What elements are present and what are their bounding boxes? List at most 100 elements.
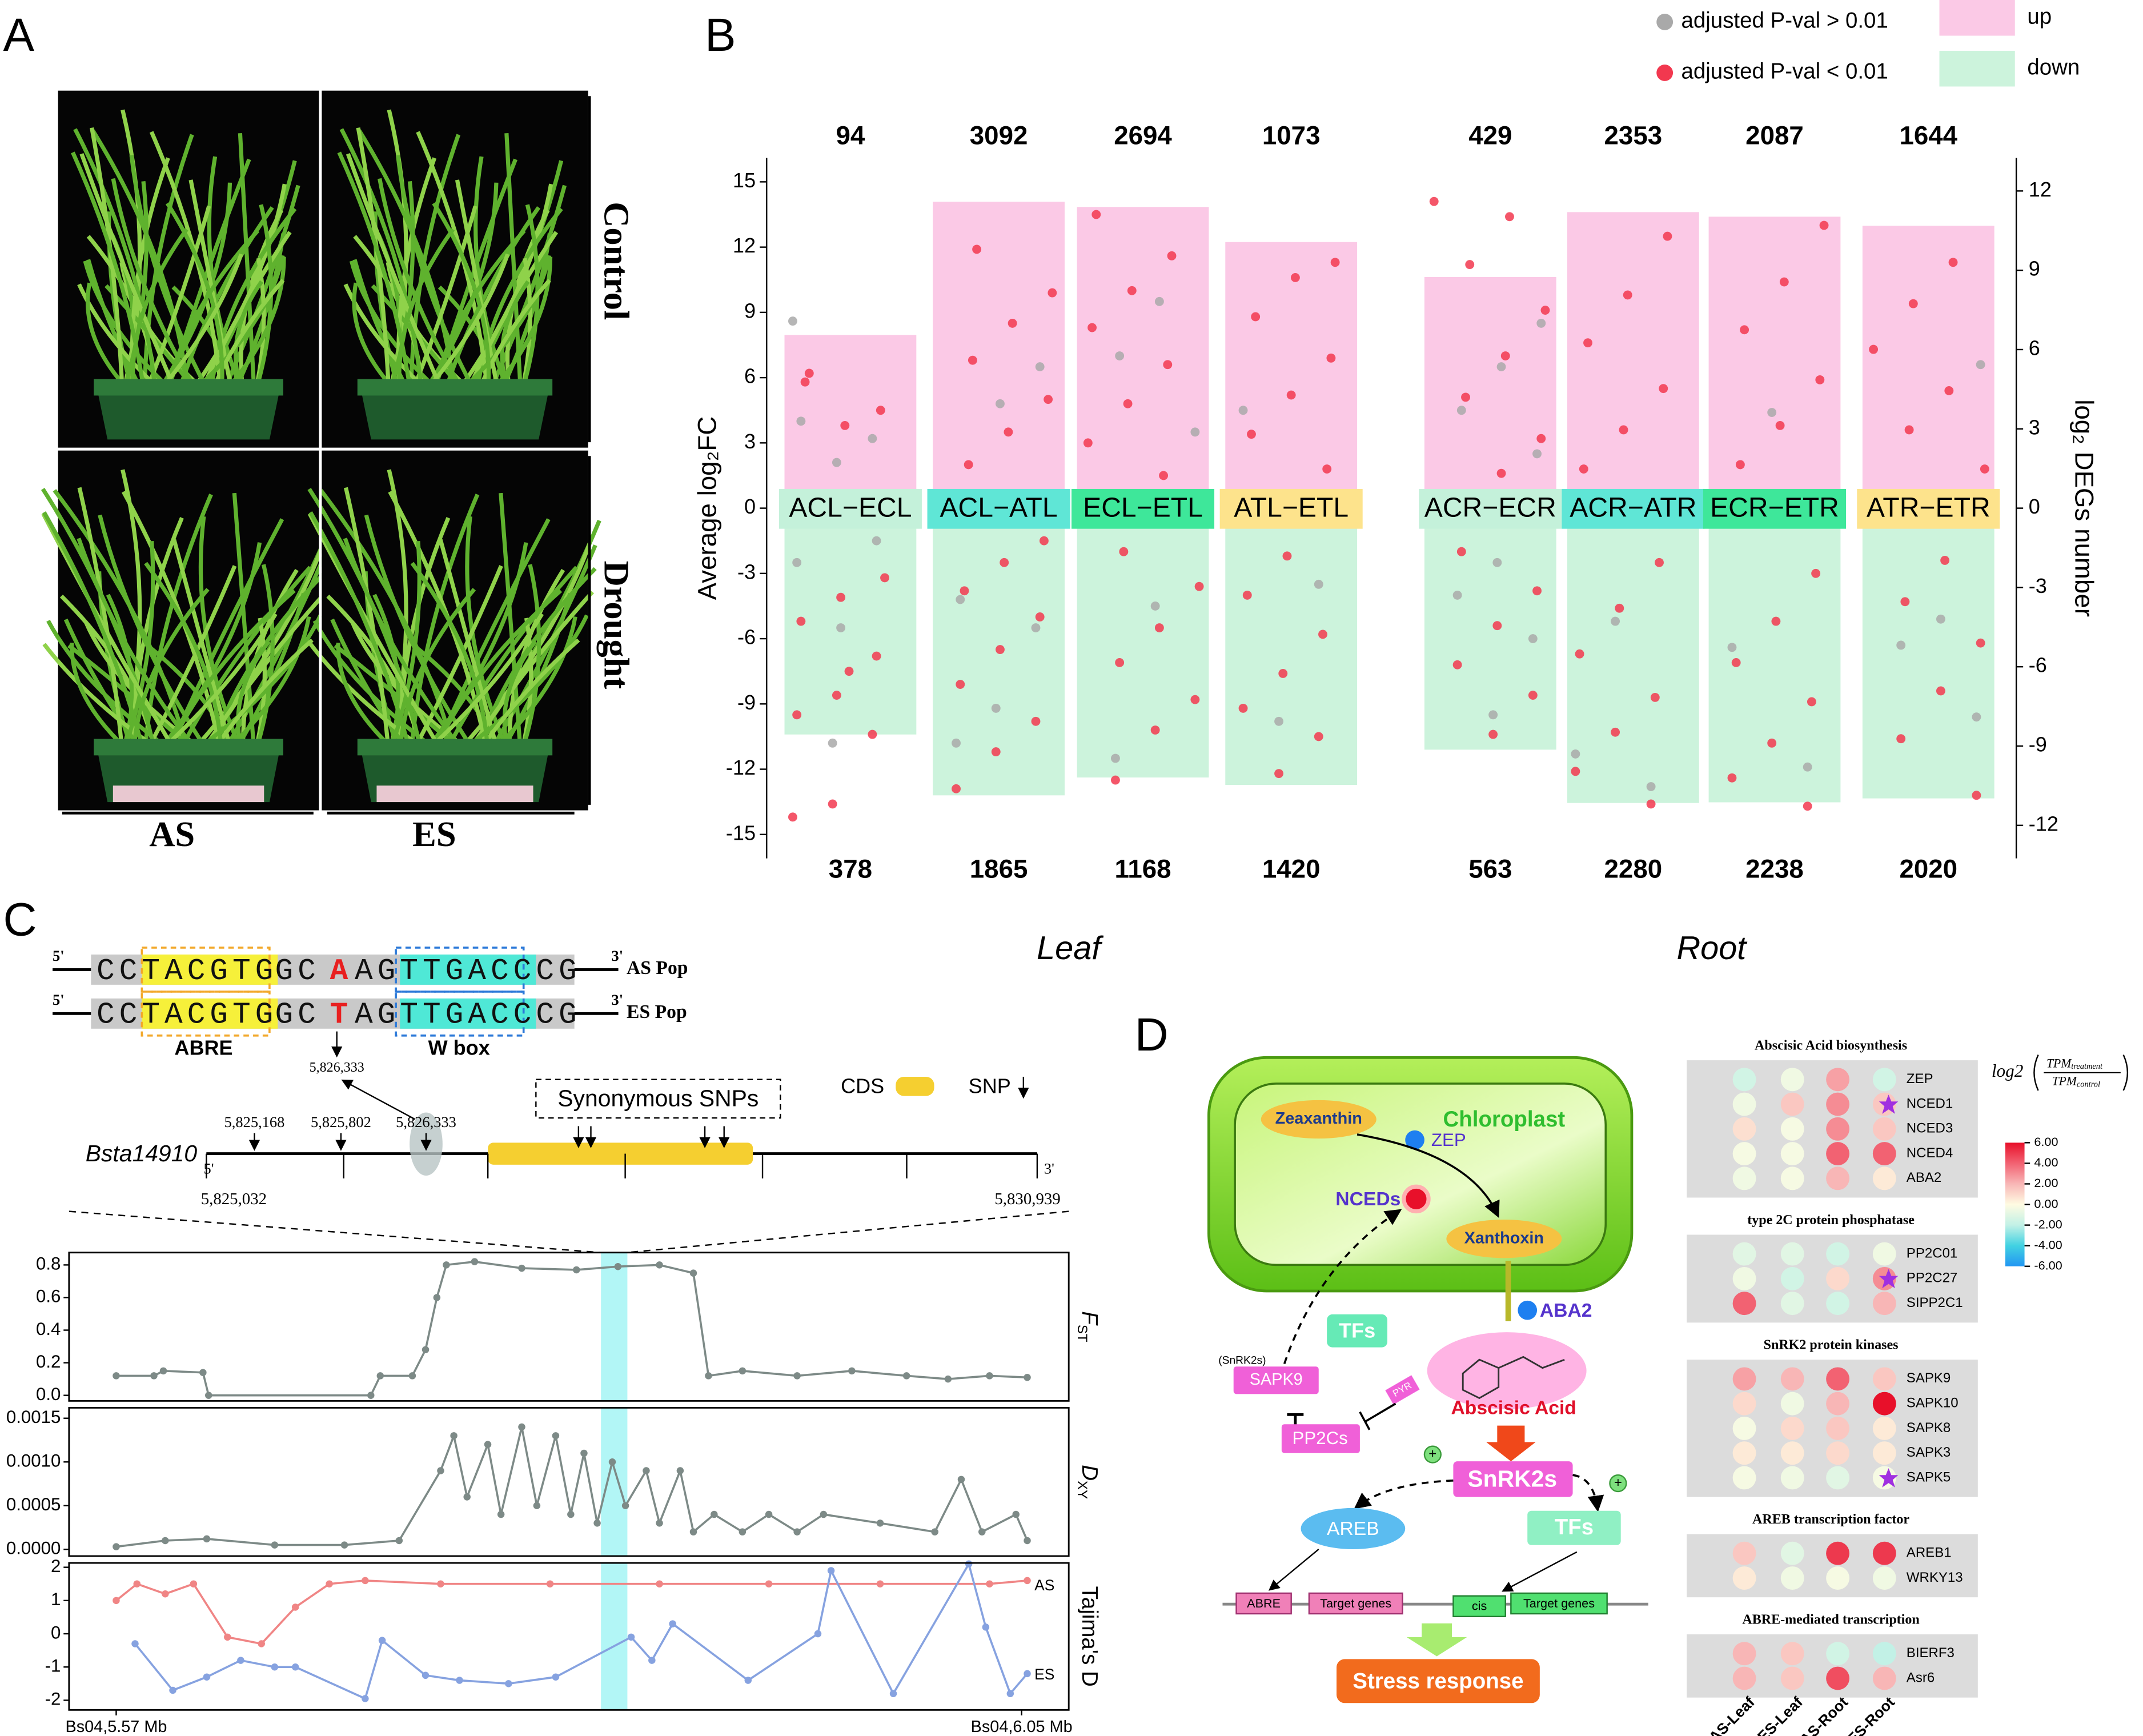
sequence-segment: A: [330, 954, 353, 988]
sequence-segment: CG: [536, 954, 581, 988]
gene-point: [1286, 390, 1296, 400]
y-axis-label-main: D: [1077, 1465, 1102, 1481]
heat-cell: [1826, 1541, 1850, 1565]
frame: [68, 1252, 1070, 1402]
row-label: SAPK8: [1907, 1420, 1951, 1436]
point: [131, 1640, 139, 1647]
metabolite: [1446, 1219, 1562, 1258]
legend-swatch: [1939, 0, 2015, 36]
gene-point: [1619, 425, 1628, 435]
legend-entry: adjusted P-val > 0.01: [1681, 9, 1888, 33]
heat-cell: [1780, 1541, 1804, 1565]
enzyme-dot: [1518, 1300, 1538, 1320]
gene-point: [1119, 547, 1129, 556]
y-tick-label: 2: [51, 1556, 61, 1576]
heat-cell: [1826, 1142, 1850, 1166]
x-tick-label: ECR−ETR: [1710, 492, 1839, 523]
gene-point: [1496, 468, 1506, 478]
row-label: PP2C27: [1907, 1270, 1958, 1286]
legend-swatch: [1939, 50, 2015, 87]
heat-cell: [1732, 1367, 1756, 1391]
comparison-pill: [1857, 488, 2000, 529]
point: [689, 1528, 697, 1535]
row-label: PP2C01: [1907, 1245, 1958, 1261]
y2-tick-label: -6: [2029, 653, 2047, 677]
y-axis-label: DXY: [1074, 1465, 1101, 1499]
deg-count: 3092: [970, 121, 1028, 150]
point: [150, 1372, 158, 1380]
gene-box: [1510, 1592, 1608, 1615]
gene-point: [1150, 602, 1160, 611]
point: [793, 1372, 801, 1380]
gene-point: [1278, 669, 1288, 678]
coordinate: 5,825,032: [201, 1190, 267, 1208]
motif-box: [141, 947, 271, 993]
gene-point: [1972, 712, 1981, 722]
text-label: +: [1428, 1446, 1436, 1461]
y-tick-label: 0.0005: [6, 1494, 61, 1514]
heat-cell: [1732, 1642, 1756, 1666]
deg-count: 2353: [1604, 121, 1663, 150]
gene-point: [1159, 471, 1169, 480]
heat-cell: [1826, 1068, 1850, 1092]
motif-highlight: [400, 998, 536, 1029]
gene-point: [1242, 590, 1252, 600]
gene-point: [1528, 634, 1538, 643]
leaf: [442, 566, 579, 756]
gene-point: [1980, 464, 1989, 474]
gene-point: [996, 645, 1005, 655]
deg-count: 2238: [1745, 854, 1804, 883]
legend-fraction: TPMcontrol: [2052, 1075, 2100, 1089]
y-axis-label: Average log₂FC: [692, 416, 721, 600]
x-tick-label: ACR−ATR: [1570, 492, 1696, 523]
point: [367, 1392, 375, 1399]
y-tick-label: 3: [744, 430, 756, 453]
point: [162, 1590, 169, 1598]
point: [113, 1372, 120, 1380]
y2-tick-label: 12: [2029, 178, 2052, 201]
gene-point: [880, 573, 889, 583]
annotation: Synonymous SNPs: [557, 1085, 759, 1112]
comparison-pill: [1419, 488, 1562, 529]
heat-cell: [1732, 1292, 1756, 1316]
leaf: [154, 612, 278, 757]
gene-point: [1326, 353, 1336, 363]
series-label: ES: [1034, 1666, 1054, 1683]
star-marker: [1879, 1468, 1899, 1488]
group-title: SnRK2 protein kinases: [1764, 1338, 1899, 1353]
point: [986, 1580, 993, 1587]
cds: [488, 1142, 753, 1165]
strand-label: 5': [204, 1160, 214, 1177]
gene-point: [1456, 406, 1466, 415]
point: [648, 1657, 656, 1664]
pot-rim: [94, 379, 283, 396]
gene-point: [1740, 325, 1749, 335]
gene-point: [1615, 603, 1624, 613]
gene-point: [1004, 427, 1013, 437]
leaf: [198, 590, 328, 757]
gene-point: [1611, 727, 1620, 737]
leaf: [330, 618, 413, 757]
leaf: [238, 133, 257, 396]
point: [505, 1680, 512, 1687]
y-tick-label: -6: [737, 626, 756, 649]
gene-point: [1659, 384, 1668, 394]
point: [546, 1580, 554, 1587]
row-label: NCED3: [1907, 1121, 1953, 1136]
paren: [2033, 1054, 2128, 1091]
gene-point: [1735, 460, 1745, 470]
y-tick-label: -1: [45, 1655, 61, 1675]
gene-point: [1492, 621, 1502, 631]
leaf: [346, 153, 446, 396]
gene-point: [796, 416, 806, 426]
point: [169, 1686, 176, 1694]
pot-label: [113, 785, 264, 803]
point: [957, 1476, 965, 1484]
pot-label: [376, 785, 533, 803]
heat-cell: [1826, 1466, 1850, 1490]
series-label: AS: [1034, 1577, 1054, 1594]
leaf: [464, 590, 594, 757]
point: [567, 1510, 575, 1518]
column-label: ES-Root: [1844, 1693, 1898, 1736]
enzyme-dot: [1402, 1184, 1431, 1214]
